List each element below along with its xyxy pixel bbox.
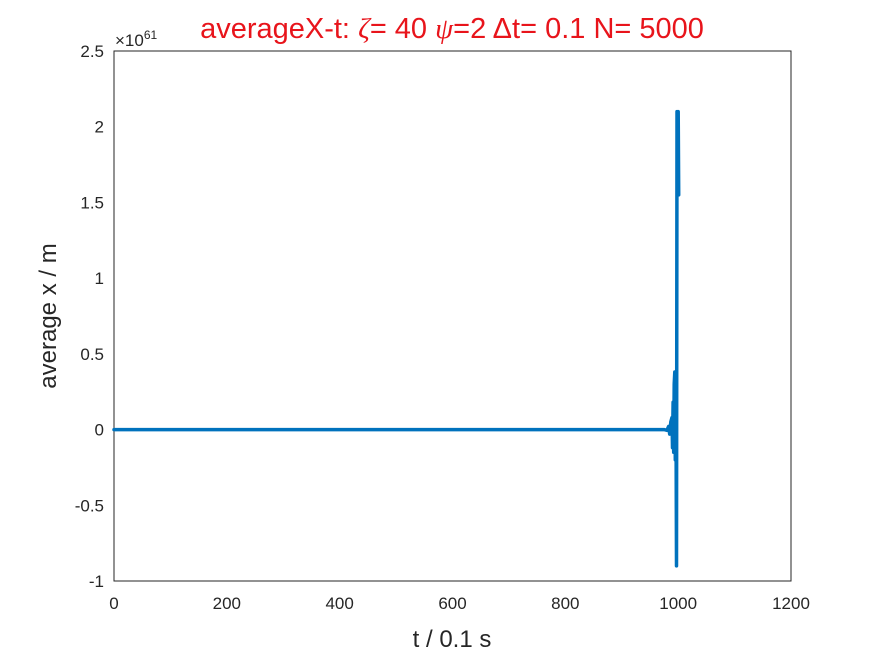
chart-title: averageX-t: ζ= 40 ψ=2 Δt= 0.1 N= 5000 [200,13,704,45]
y-tick-label: 0.5 [80,345,104,364]
x-axis-label: t / 0.1 s [413,626,492,653]
title-part: ζ [358,13,372,45]
y-tick-label: 2 [95,118,104,137]
title-part: ψ [435,13,454,45]
y-exponent-label: ×1061 [115,28,158,50]
x-tick-label: 1000 [659,594,697,613]
x-tick-label: 1200 [772,594,810,613]
y-tick-label: 1.5 [80,193,104,212]
x-tick-label: 400 [325,594,353,613]
title-part: = 40 [370,13,435,45]
title-part: =2 [453,13,493,45]
y-tick-label: -1 [89,572,104,591]
y-tick-label: 1 [95,269,104,288]
x-ticks: 0 200 400 600 800 1000 1200 [109,51,810,613]
y-tick-label: 2.5 [80,42,104,61]
title-part: Δ [493,13,512,45]
series-line [112,109,681,568]
title-part: t= 0.1 N= 5000 [512,13,704,45]
y-axis-label: average x / m [35,243,62,388]
x-tick-label: 600 [438,594,466,613]
x-tick-label: 200 [213,594,241,613]
y-tick-label: 0 [95,421,104,440]
plot-area [112,50,792,582]
title-part: averageX-t: [200,13,358,45]
x-tick-label: 800 [551,594,579,613]
y-tick-label: -0.5 [75,496,104,515]
x-tick-label: 0 [109,594,118,613]
axes-box [113,50,792,582]
